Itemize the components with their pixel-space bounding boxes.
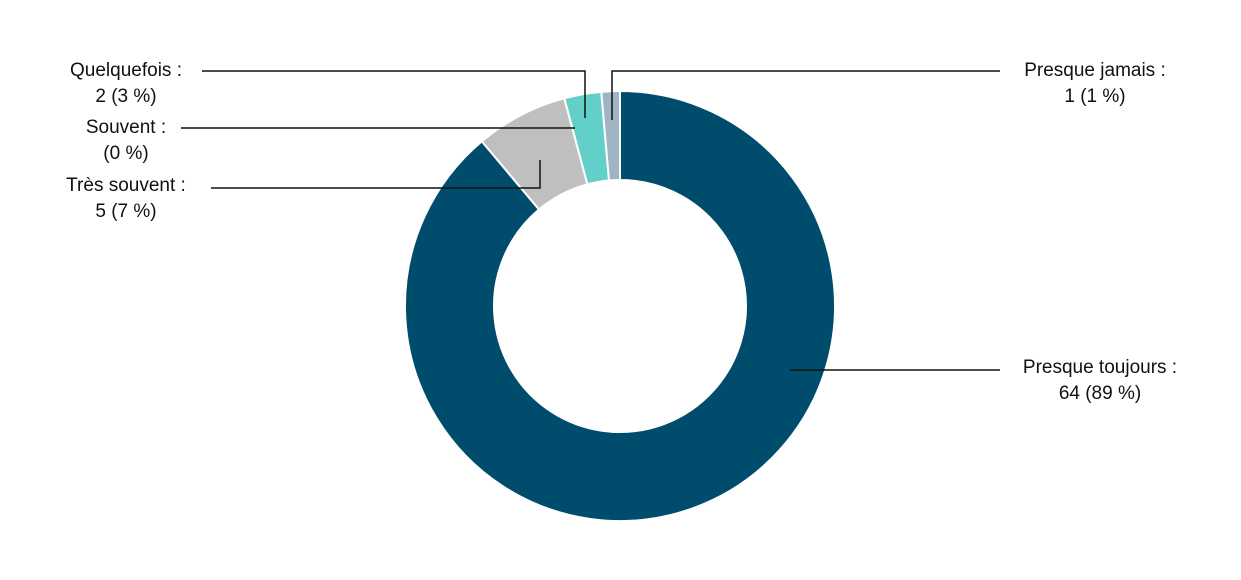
slice-label: Presque jamais : bbox=[1024, 60, 1166, 81]
value-label: 2 (3 %) bbox=[95, 86, 156, 107]
donut-slice bbox=[600, 89, 621, 182]
value-label: 64 (89 %) bbox=[1059, 383, 1141, 404]
slice-label: Presque toujours : bbox=[1023, 357, 1177, 378]
slice-label: Souvent : bbox=[86, 117, 166, 138]
value-label: 5 (7 %) bbox=[95, 201, 156, 222]
leader-line bbox=[202, 70, 586, 118]
slice-label: Très souvent : bbox=[66, 175, 186, 196]
leader-line bbox=[211, 160, 541, 189]
leader-line bbox=[611, 70, 1000, 120]
value-label: 1 (1 %) bbox=[1064, 86, 1125, 107]
donut-slice bbox=[404, 89, 836, 522]
value-label: (0 %) bbox=[103, 143, 148, 164]
slice-label: Quelquefois : bbox=[70, 60, 182, 81]
